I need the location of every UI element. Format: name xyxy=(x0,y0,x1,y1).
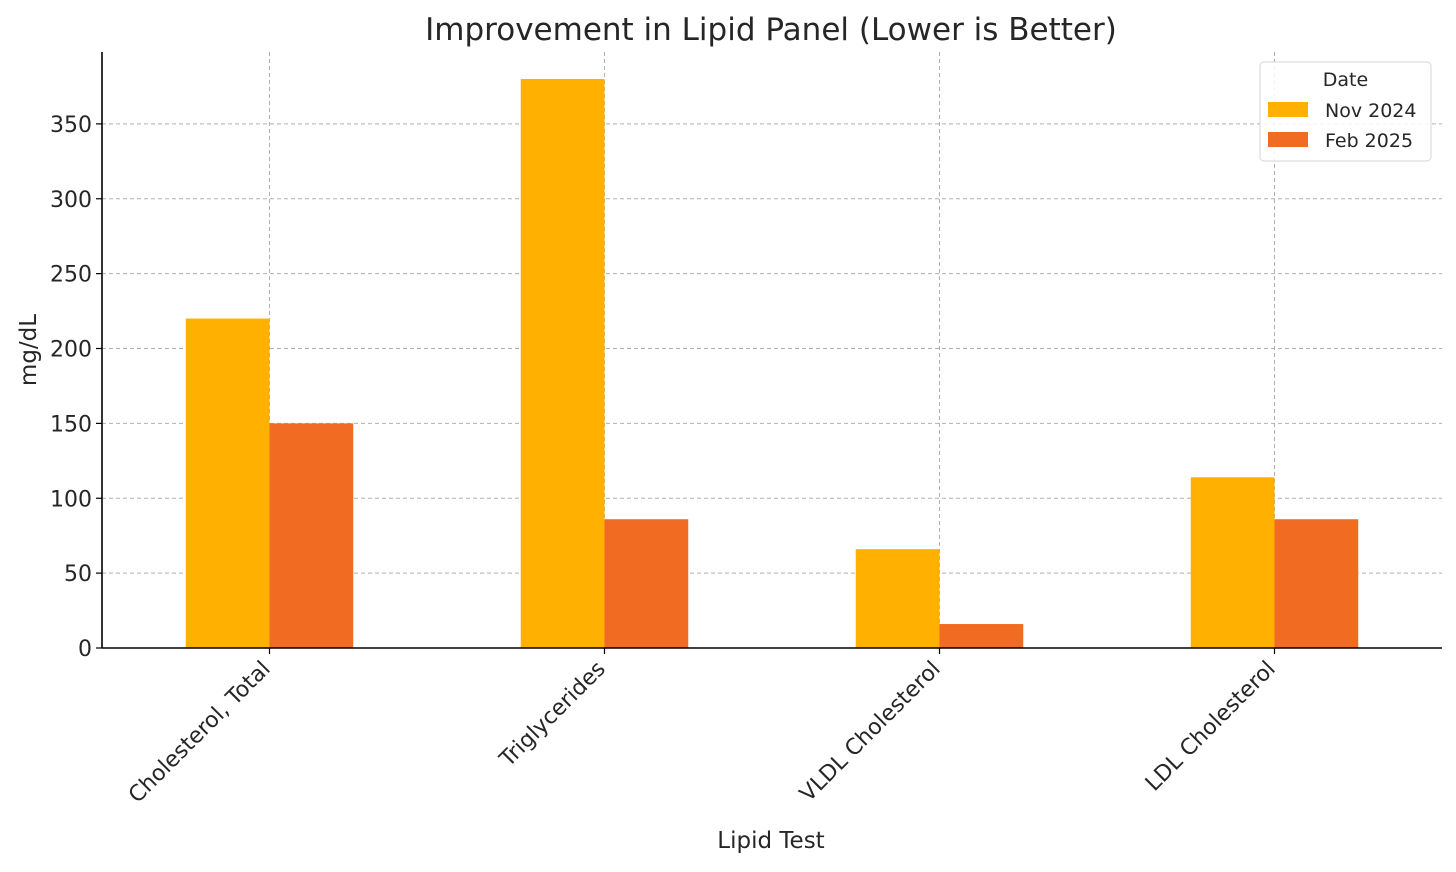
bar xyxy=(604,519,689,648)
y-axis-label: mg/dL xyxy=(16,314,42,386)
legend-swatch xyxy=(1268,102,1308,117)
legend-label: Nov 2024 xyxy=(1325,100,1416,122)
y-tick-label: 250 xyxy=(50,263,92,288)
legend-swatch xyxy=(1268,132,1308,147)
y-tick-label: 350 xyxy=(50,113,92,138)
legend-title: Date xyxy=(1323,69,1368,91)
y-tick-label: 100 xyxy=(50,487,92,512)
x-tick-label: Triglycerides xyxy=(495,657,611,773)
x-tick-label: LDL Cholesterol xyxy=(1141,657,1281,797)
legend-label: Feb 2025 xyxy=(1325,130,1413,152)
axes xyxy=(101,52,1442,649)
bar xyxy=(939,624,1024,648)
y-tick-label: 50 xyxy=(64,562,92,587)
y-tick-label: 150 xyxy=(50,412,92,437)
bar xyxy=(1274,519,1359,648)
bar xyxy=(185,318,270,648)
x-axis-ticks: Cholesterol, Total Triglycerides VLDL Chol… xyxy=(124,648,1281,808)
bar xyxy=(855,549,940,648)
legend: Date Nov 2024 Feb 2025 xyxy=(1259,61,1432,162)
bar xyxy=(1190,477,1275,648)
y-tick-label: 200 xyxy=(50,338,92,363)
x-tick-label: Cholesterol, Total xyxy=(124,657,276,809)
y-tick-label: 300 xyxy=(50,188,92,213)
bar xyxy=(520,78,605,648)
x-tick-label: VLDL Cholesterol xyxy=(795,657,945,807)
x-axis-label: Lipid Test xyxy=(717,828,824,854)
bar xyxy=(269,423,354,648)
y-axis-ticks: 0 50 100 150 200 250 300 350 xyxy=(50,113,102,662)
y-tick-label: 0 xyxy=(78,637,92,662)
chart-title: Improvement in Lipid Panel (Lower is Bet… xyxy=(425,12,1117,48)
bars xyxy=(185,78,1359,648)
